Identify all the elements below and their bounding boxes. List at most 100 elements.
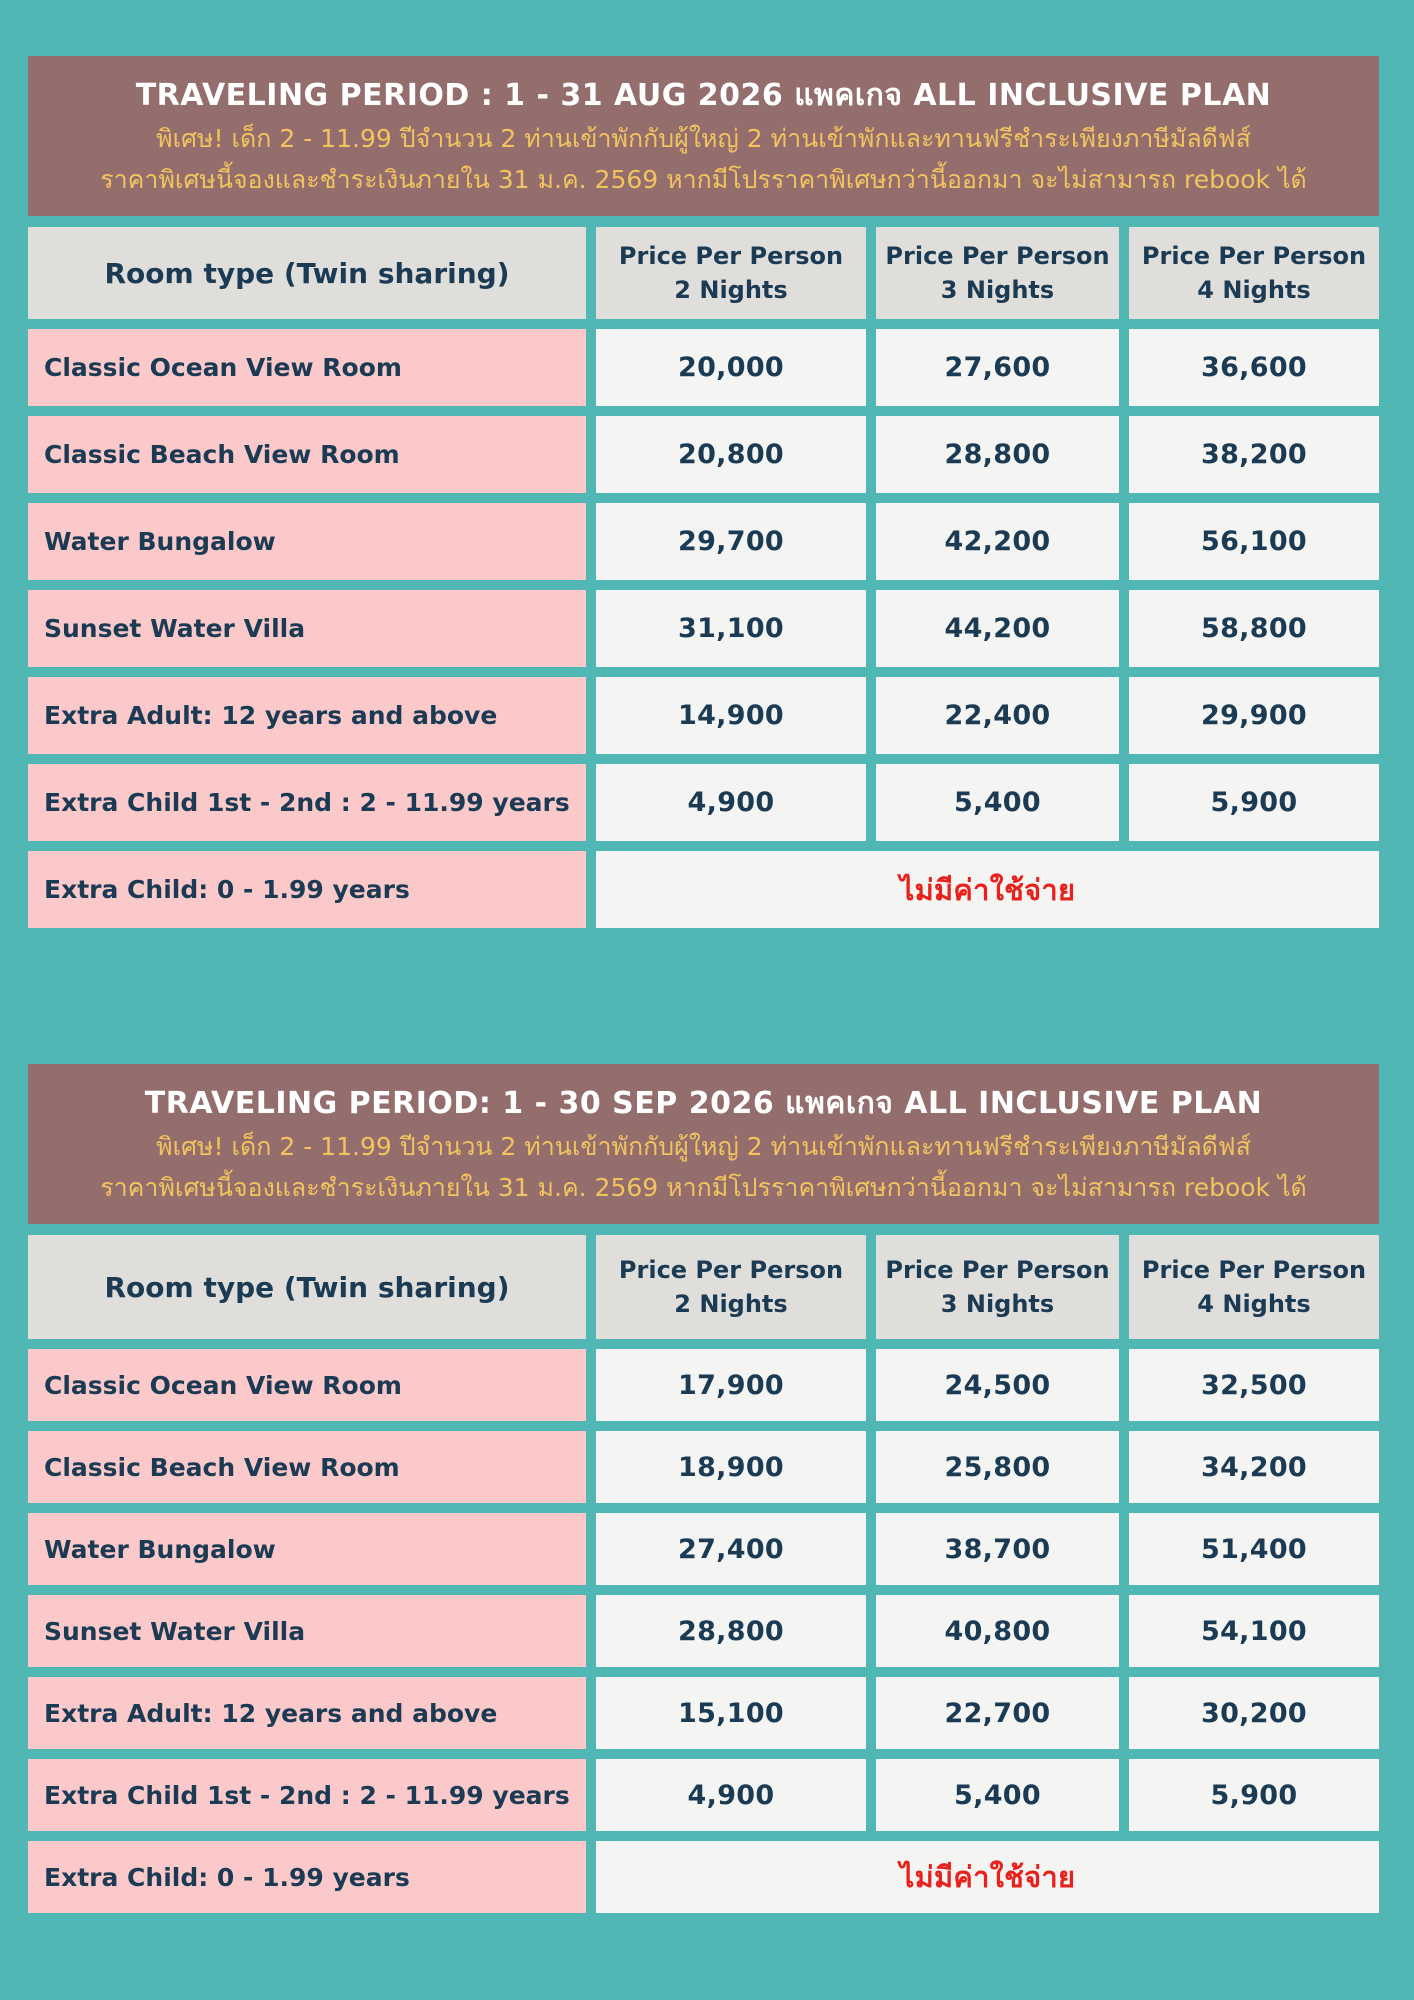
table-row: Extra Adult: 12 years and above 14,900 2…	[28, 677, 1379, 754]
price-2n-cell: 20,800	[596, 416, 866, 493]
price-3n-cell: 40,800	[876, 1595, 1119, 1667]
room-type-cell: Water Bungalow	[28, 1513, 586, 1585]
table-header-row: Room type (Twin sharing) Price Per Perso…	[28, 227, 1379, 319]
banner-subtitle-line1: พิเศษ! เด็ก 2 - 11.99 ปีจำนวน 2 ท่านเข้า…	[156, 124, 1251, 153]
table-row: Water Bungalow 29,700 42,200 56,100	[28, 503, 1379, 580]
room-type-cell: Extra Child: 0 - 1.99 years	[28, 1841, 586, 1913]
room-type-cell: Water Bungalow	[28, 503, 586, 580]
price-2n-cell: 4,900	[596, 764, 866, 841]
price-header-nights: 3 Nights	[940, 1290, 1055, 1318]
room-type-cell: Extra Child 1st - 2nd : 2 - 11.99 years	[28, 1759, 586, 1831]
price-4n-cell: 36,600	[1129, 329, 1379, 406]
price-header-4-nights: Price Per Person 4 Nights	[1129, 227, 1379, 319]
price-header-label: Price Per Person	[1141, 1256, 1367, 1284]
room-type-cell: Classic Beach View Room	[28, 416, 586, 493]
section-spacer	[28, 938, 1379, 1064]
table-header-row: Room type (Twin sharing) Price Per Perso…	[28, 1235, 1379, 1339]
price-3n-cell: 5,400	[876, 1759, 1119, 1831]
price-4n-cell: 56,100	[1129, 503, 1379, 580]
price-3n-cell: 22,400	[876, 677, 1119, 754]
price-2n-cell: 20,000	[596, 329, 866, 406]
price-2n-cell: 15,100	[596, 1677, 866, 1749]
table-row: Water Bungalow 27,400 38,700 51,400	[28, 1513, 1379, 1585]
table-row: Extra Adult: 12 years and above 15,100 2…	[28, 1677, 1379, 1749]
table-row: Classic Ocean View Room 20,000 27,600 36…	[28, 329, 1379, 406]
no-charge-cell: ไม่มีค่าใช้จ่าย	[596, 851, 1379, 928]
room-type-cell: Classic Ocean View Room	[28, 1349, 586, 1421]
price-3n-cell: 22,700	[876, 1677, 1119, 1749]
price-header-nights: 4 Nights	[1197, 276, 1311, 304]
price-header-2-nights: Price Per Person 2 Nights	[596, 227, 866, 319]
room-type-header: Room type (Twin sharing)	[28, 227, 586, 319]
price-3n-cell: 25,800	[876, 1431, 1119, 1503]
no-charge-cell: ไม่มีค่าใช้จ่าย	[596, 1841, 1379, 1913]
price-4n-cell: 5,900	[1129, 764, 1379, 841]
price-header-label: Price Per Person	[885, 1256, 1110, 1284]
banner-subtitle-line2: ราคาพิเศษนี้จองและชำระเงินภายใน 31 ม.ค. …	[100, 1173, 1307, 1202]
price-4n-cell: 51,400	[1129, 1513, 1379, 1585]
table-row-no-charge: Extra Child: 0 - 1.99 years ไม่มีค่าใช้จ…	[28, 851, 1379, 928]
price-3n-cell: 24,500	[876, 1349, 1119, 1421]
price-2n-cell: 18,900	[596, 1431, 866, 1503]
table-row: Classic Beach View Room 20,800 28,800 38…	[28, 416, 1379, 493]
table-row: Sunset Water Villa 28,800 40,800 54,100	[28, 1595, 1379, 1667]
room-type-cell: Extra Child 1st - 2nd : 2 - 11.99 years	[28, 764, 586, 841]
price-2n-cell: 27,400	[596, 1513, 866, 1585]
price-4n-cell: 5,900	[1129, 1759, 1379, 1831]
period-banner-sep: TRAVELING PERIOD: 1 - 30 SEP 2026 แพคเกจ…	[28, 1064, 1379, 1224]
price-3n-cell: 42,200	[876, 503, 1119, 580]
price-2n-cell: 4,900	[596, 1759, 866, 1831]
banner-subtitle-line2: ราคาพิเศษนี้จองและชำระเงินภายใน 31 ม.ค. …	[100, 165, 1307, 194]
table-row: Extra Child 1st - 2nd : 2 - 11.99 years …	[28, 764, 1379, 841]
price-header-label: Price Per Person	[885, 242, 1110, 270]
room-type-cell: Classic Beach View Room	[28, 1431, 586, 1503]
room-type-header: Room type (Twin sharing)	[28, 1235, 586, 1339]
price-4n-cell: 30,200	[1129, 1677, 1379, 1749]
price-4n-cell: 32,500	[1129, 1349, 1379, 1421]
table-row: Classic Ocean View Room 17,900 24,500 32…	[28, 1349, 1379, 1421]
price-2n-cell: 28,800	[596, 1595, 866, 1667]
banner-title: TRAVELING PERIOD: 1 - 30 SEP 2026 แพคเกจ…	[144, 1086, 1263, 1121]
table-row: Extra Child 1st - 2nd : 2 - 11.99 years …	[28, 1759, 1379, 1831]
price-2n-cell: 31,100	[596, 590, 866, 667]
price-header-3-nights: Price Per Person 3 Nights	[876, 227, 1119, 319]
price-header-4-nights: Price Per Person 4 Nights	[1129, 1235, 1379, 1339]
period-banner-aug: TRAVELING PERIOD : 1 - 31 AUG 2026 แพคเก…	[28, 56, 1379, 216]
price-header-label: Price Per Person	[618, 1256, 844, 1284]
room-type-cell: Classic Ocean View Room	[28, 329, 586, 406]
price-3n-cell: 38,700	[876, 1513, 1119, 1585]
price-3n-cell: 44,200	[876, 590, 1119, 667]
room-type-cell: Extra Child: 0 - 1.99 years	[28, 851, 586, 928]
table-row: Classic Beach View Room 18,900 25,800 34…	[28, 1431, 1379, 1503]
room-type-cell: Sunset Water Villa	[28, 1595, 586, 1667]
price-4n-cell: 34,200	[1129, 1431, 1379, 1503]
price-2n-cell: 14,900	[596, 677, 866, 754]
price-header-label: Price Per Person	[618, 242, 844, 270]
price-4n-cell: 54,100	[1129, 1595, 1379, 1667]
room-type-cell: Sunset Water Villa	[28, 590, 586, 667]
banner-title: TRAVELING PERIOD : 1 - 31 AUG 2026 แพคเก…	[135, 78, 1272, 113]
banner-subtitle-line1: พิเศษ! เด็ก 2 - 11.99 ปีจำนวน 2 ท่านเข้า…	[156, 1132, 1251, 1161]
room-type-cell: Extra Adult: 12 years and above	[28, 677, 586, 754]
price-header-nights: 3 Nights	[940, 276, 1055, 304]
room-type-cell: Extra Adult: 12 years and above	[28, 1677, 586, 1749]
price-header-nights: 2 Nights	[674, 1290, 788, 1318]
price-3n-cell: 5,400	[876, 764, 1119, 841]
price-header-label: Price Per Person	[1141, 242, 1367, 270]
price-3n-cell: 28,800	[876, 416, 1119, 493]
price-header-3-nights: Price Per Person 3 Nights	[876, 1235, 1119, 1339]
price-4n-cell: 29,900	[1129, 677, 1379, 754]
price-4n-cell: 38,200	[1129, 416, 1379, 493]
price-table-sep: Room type (Twin sharing) Price Per Perso…	[28, 1235, 1379, 1913]
price-3n-cell: 27,600	[876, 329, 1119, 406]
price-4n-cell: 58,800	[1129, 590, 1379, 667]
flyer-content: TRAVELING PERIOD : 1 - 31 AUG 2026 แพคเก…	[28, 56, 1379, 1923]
price-2n-cell: 17,900	[596, 1349, 866, 1421]
price-header-2-nights: Price Per Person 2 Nights	[596, 1235, 866, 1339]
table-row-no-charge: Extra Child: 0 - 1.99 years ไม่มีค่าใช้จ…	[28, 1841, 1379, 1913]
price-2n-cell: 29,700	[596, 503, 866, 580]
price-table-aug: Room type (Twin sharing) Price Per Perso…	[28, 227, 1379, 928]
price-header-nights: 4 Nights	[1197, 1290, 1311, 1318]
price-header-nights: 2 Nights	[674, 276, 788, 304]
table-row: Sunset Water Villa 31,100 44,200 58,800	[28, 590, 1379, 667]
